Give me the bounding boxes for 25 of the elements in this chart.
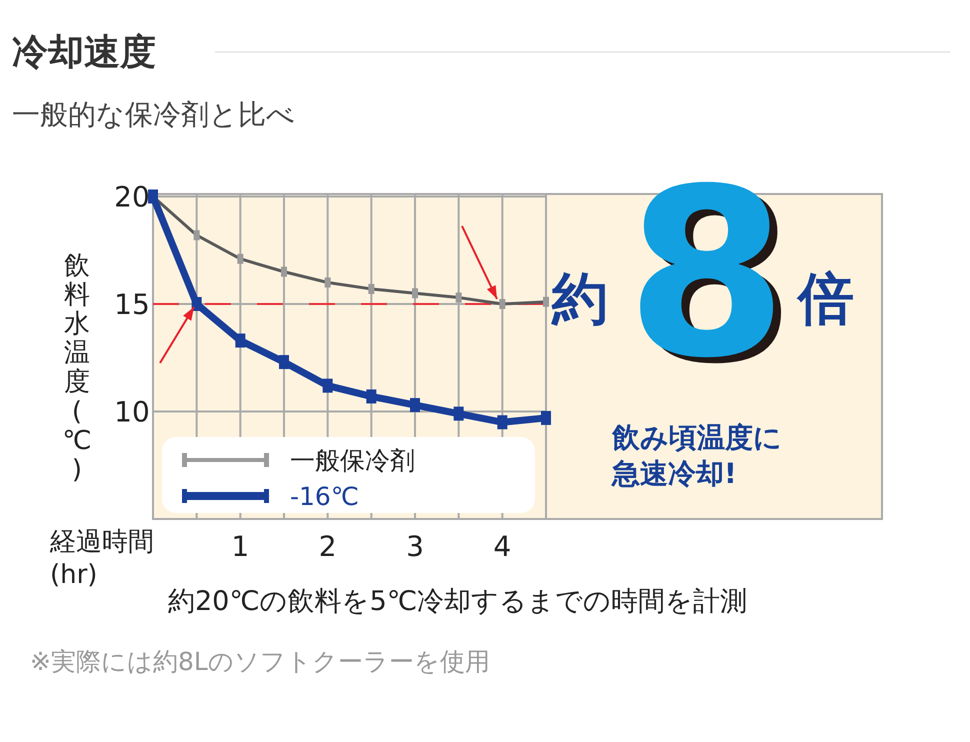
point <box>235 334 246 348</box>
legend-label: 一般保冷剤 <box>290 446 415 475</box>
x-tick-label: 2 <box>318 530 337 563</box>
xlabel: 経過時間 (hr) <box>50 526 155 591</box>
y-tick-label: 20 <box>114 180 150 214</box>
point <box>454 406 464 421</box>
point <box>366 389 376 404</box>
annotation: 約20℃の飲料を5℃冷却するまでの時間を計測 <box>168 585 748 619</box>
annotation: 約 <box>552 266 608 334</box>
x-tick-label: 4 <box>493 530 512 563</box>
point <box>192 297 202 311</box>
annotation: 倍 <box>798 266 854 334</box>
y-tick-label: 15 <box>114 288 150 321</box>
point <box>322 378 333 393</box>
x-tick-label: 1 <box>231 530 250 563</box>
annotation: 飲み頃温度に急速冷却! <box>612 420 783 492</box>
subtitle: 一般的な保冷剤と比べ <box>12 97 295 133</box>
annotation: 8 <box>626 158 788 390</box>
y-tick-label: 10 <box>114 396 150 428</box>
annotation: ※実際には約8Lのソフトクーラーを使用 <box>30 646 490 678</box>
legend-label: -16℃ <box>290 482 359 511</box>
x-tick-label: 3 <box>406 530 424 563</box>
title: 冷却速度 <box>12 31 156 75</box>
ylabel: 飲料水温度(℃) <box>62 252 92 485</box>
point <box>497 415 508 430</box>
